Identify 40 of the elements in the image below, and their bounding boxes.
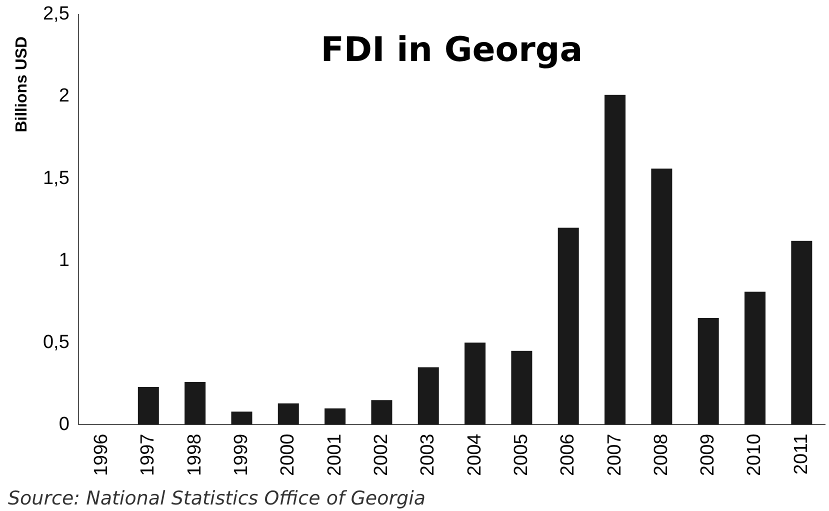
bar [558, 228, 579, 425]
bar [138, 386, 159, 425]
x-tick-label: 1999 [230, 434, 252, 476]
x-tick-label: 2006 [558, 434, 579, 476]
x-tick-label: 2000 [278, 434, 299, 476]
bar [511, 350, 532, 425]
bar [418, 367, 439, 425]
bar [651, 168, 672, 425]
x-tick-label: 2003 [418, 434, 439, 476]
x-tick-label: 2008 [650, 434, 672, 476]
x-tick-label: 2002 [370, 434, 392, 476]
bar [698, 318, 719, 425]
bar [184, 382, 206, 425]
bar [371, 400, 392, 425]
y-tick-label: 2,5 [42, 4, 70, 25]
source-note: Source: National Statistics Office of Georgia [8, 487, 426, 510]
x-tick-label: 2001 [324, 434, 346, 476]
bar [324, 408, 346, 425]
x-tick-label: 2004 [464, 433, 486, 476]
x-tick-label: 1996 [90, 434, 112, 476]
bar [278, 403, 299, 425]
bar [791, 240, 812, 425]
y-tick-label: 1 [58, 250, 70, 271]
x-tick-label: 1997 [138, 434, 159, 476]
bar [464, 342, 486, 425]
bar [744, 292, 766, 425]
x-tick-label: 2007 [604, 434, 626, 476]
x-tick-label: 2011 [790, 434, 812, 475]
x-tick-label: 2009 [698, 434, 719, 476]
y-tick-label: 0 [58, 414, 70, 435]
x-tick-label: 2010 [744, 434, 766, 476]
y-tick-label: 2 [58, 86, 70, 107]
x-tick-label: 1998 [184, 434, 206, 476]
x-tick-label: 2005 [510, 434, 532, 476]
bar [604, 94, 626, 425]
y-axis-title: Billions USD [13, 36, 30, 132]
bar [231, 412, 252, 425]
y-tick-label: 0,5 [42, 332, 70, 353]
y-tick-label: 1,5 [42, 168, 70, 189]
text: FDI in Georga [320, 30, 583, 70]
